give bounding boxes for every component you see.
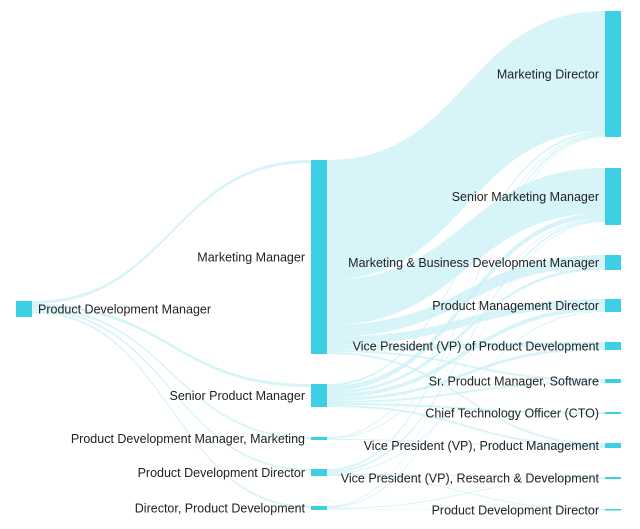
link-pddir-smm[interactable]: [327, 219, 605, 473]
link-spm-pmd[interactable]: [327, 307, 605, 398]
node-label-dirpd: Director, Product Development: [135, 502, 306, 516]
nodes-layer: Product Development Manager Marketing Man…: [16, 11, 621, 517]
link-pddir-vprd[interactable]: [327, 474, 605, 478]
link-spm-vppm[interactable]: [327, 405, 605, 447]
node-mbdm[interactable]: [605, 255, 621, 270]
link-mm-smm[interactable]: [327, 168, 605, 325]
link-dirpd-smm[interactable]: [327, 221, 605, 508]
link-pdm-spm[interactable]: [32, 304, 311, 387]
node-label-pdm: Product Development Manager: [38, 303, 211, 317]
node-label-mbdm: Marketing & Business Development Manager: [348, 256, 599, 270]
node-pdmm[interactable]: [311, 437, 327, 440]
link-spm-md[interactable]: [327, 131, 605, 386]
node-label-md: Marketing Director: [497, 68, 599, 82]
node-dirpd[interactable]: [311, 506, 327, 510]
link-dirpd-md[interactable]: [327, 136, 605, 507]
link-pdm-dirpd[interactable]: [32, 311, 311, 508]
node-vppm[interactable]: [605, 443, 621, 448]
node-pddir[interactable]: [311, 469, 327, 476]
node-label-pmd: Product Management Director: [432, 299, 599, 313]
link-dirpd-pdd2[interactable]: [327, 509, 605, 511]
node-vppd[interactable]: [605, 342, 621, 350]
link-mm-spms[interactable]: [327, 350, 605, 381]
link-pddir-md[interactable]: [327, 134, 605, 471]
link-spm-vppd[interactable]: [327, 347, 605, 401]
node-pmd[interactable]: [605, 299, 621, 312]
link-pdm-pdmm[interactable]: [32, 307, 311, 439]
link-pdm-pddir[interactable]: [32, 309, 311, 471]
node-spms[interactable]: [605, 379, 621, 383]
link-mm-mbdm[interactable]: [327, 255, 605, 337]
link-pdmm-md[interactable]: [327, 133, 605, 438]
link-mm-md[interactable]: [327, 11, 605, 280]
node-label-cto: Chief Technology Officer (CTO): [425, 407, 599, 421]
node-label-vppm: Vice President (VP), Product Management: [364, 439, 600, 453]
node-label-pdd2: Product Development Director: [432, 503, 599, 517]
node-label-pddir: Product Development Director: [138, 466, 305, 480]
node-cto[interactable]: [605, 412, 621, 414]
node-mm[interactable]: [311, 160, 327, 354]
link-pddir-pdd2[interactable]: [327, 475, 605, 510]
node-label-spm: Senior Product Manager: [170, 389, 306, 403]
node-vprd[interactable]: [605, 477, 621, 479]
link-pdmm-smm[interactable]: [327, 218, 605, 439]
link-pdm-mm[interactable]: [32, 160, 311, 304]
node-spm[interactable]: [311, 384, 327, 407]
node-label-spms: Sr. Product Manager, Software: [429, 375, 599, 389]
link-dirpd-vprd[interactable]: [327, 478, 605, 509]
link-pddir-pmd[interactable]: [327, 311, 605, 474]
link-spm-mbdm[interactable]: [327, 267, 605, 394]
node-pdm[interactable]: [16, 301, 32, 317]
link-pdmm-vppm[interactable]: [327, 439, 605, 448]
link-mm-vppm[interactable]: [327, 352, 605, 445]
node-pdd2[interactable]: [605, 509, 621, 511]
node-label-vprd: Vice President (VP), Research & Developm…: [341, 472, 600, 486]
node-label-smm: Senior Marketing Manager: [452, 190, 599, 204]
links-layer: [32, 11, 605, 511]
node-label-vppd: Vice President (VP) of Product Developme…: [353, 340, 600, 354]
node-md[interactable]: [605, 11, 621, 137]
node-smm[interactable]: [605, 168, 621, 225]
node-label-mm: Marketing Manager: [197, 251, 305, 265]
node-label-pdmm: Product Development Manager, Marketing: [71, 432, 305, 446]
